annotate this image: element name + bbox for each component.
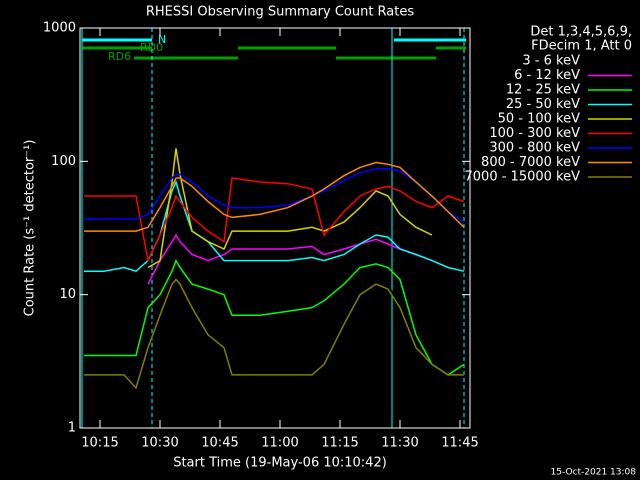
info-line: Det 1,3,4,5,6,9, [530,25,632,40]
timestamp: 15-Oct-2021 13:08 [551,468,637,478]
chart-title: RHESSI Observing Summary Count Rates [146,5,415,20]
series-line [84,278,464,390]
y-tick-label: 10 [59,287,76,302]
x-tick-label: 11:00 [261,436,298,451]
y-axis-label: Count Rate (s⁻¹ detector⁻¹) [23,140,38,317]
legend-label: 6 - 12 keV [514,68,580,83]
series-line [84,258,465,376]
legend-label: 25 - 50 keV [506,97,580,112]
x-tick-label: 11:45 [441,436,478,451]
legend-label: 300 - 800 keV [489,141,580,156]
x-tick-label: 11:30 [381,436,418,451]
legend-label: 7000 - 15000 keV [465,170,581,185]
plot-frame [79,27,471,429]
x-tick-label: 10:45 [201,436,238,451]
info-line: FDecim 1, Att 0 [531,39,632,54]
series-line [147,233,433,285]
y-tick-label: 1 [68,421,76,436]
series-line [84,161,465,232]
legend-label: 12 - 25 keV [506,83,580,98]
legend-label: 50 - 100 keV [498,112,581,127]
status-bars [82,38,466,60]
annotation: RD6 [108,50,131,63]
y-tick-label: 1000 [43,21,76,36]
y-tick-label: 100 [51,154,76,169]
time-markers [81,28,465,428]
x-tick-label: 10:30 [141,436,178,451]
annotation: RD0 [140,41,163,54]
legend-label: 3 - 6 keV [522,54,580,69]
annotation: N [158,33,166,46]
legend-label: 800 - 7000 keV [481,155,580,170]
series-line [84,177,465,264]
series-line [84,167,465,223]
x-axis-label: Start Time (19-May-06 10:10:42) [173,456,387,471]
legend-label: 100 - 300 keV [489,126,580,141]
x-tick-label: 11:15 [321,436,358,451]
x-tick-label: 10:15 [81,436,118,451]
series-line [147,148,433,269]
